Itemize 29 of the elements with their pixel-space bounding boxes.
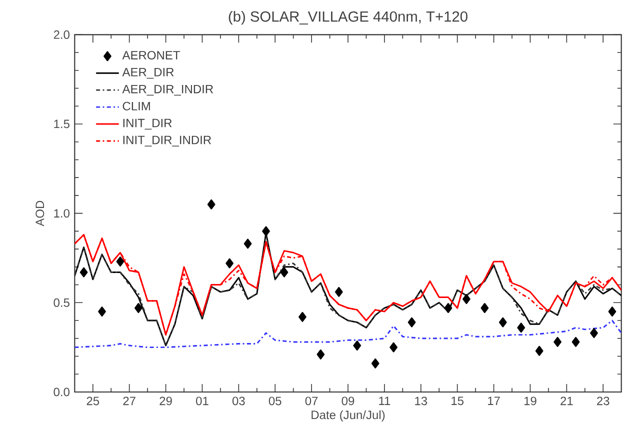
- legend-label: AER_DIR: [122, 68, 174, 79]
- x-tick-label: 09: [342, 396, 354, 406]
- legend-label: INIT_DIR_INDIR: [123, 136, 212, 146]
- x-tick-label: 05: [268, 396, 282, 406]
- x-tick-label: 03: [232, 396, 245, 406]
- x-tick-label: 27: [123, 396, 136, 406]
- x-axis-title: Date (Jun/Jul): [312, 410, 385, 422]
- y-tick-label: 1.0: [54, 209, 70, 218]
- x-tick-label: 01: [196, 396, 208, 406]
- x-tick-label: 15: [452, 396, 464, 406]
- chart-title: (b) SOLAR_VILLAGE 440nm, T+120: [228, 10, 468, 25]
- legend-label: CLIM: [122, 102, 150, 110]
- x-tick-label: 13: [415, 396, 428, 406]
- legend-label: AER_DIR_INDIR: [122, 84, 214, 96]
- legend-label: AERONET: [122, 50, 180, 60]
- y-tick-label: 0.0: [54, 388, 70, 396]
- x-tick-label: 25: [86, 396, 100, 406]
- y-axis-title: AOD: [36, 200, 44, 226]
- legend-label: INIT_DIR: [123, 118, 172, 130]
- y-tick-label: 0.5: [54, 298, 70, 307]
- x-tick-label: 29: [160, 396, 172, 406]
- x-tick-label: 17: [488, 396, 500, 405]
- x-tick-label: 07: [305, 396, 318, 406]
- x-tick-label: 19: [524, 396, 536, 406]
- y-tick-label: 1.5: [54, 120, 70, 128]
- x-tick-label: 11: [379, 396, 390, 405]
- y-tick-label: 2.0: [54, 30, 70, 39]
- x-tick-label: 23: [597, 396, 610, 406]
- x-tick-label: 21: [560, 396, 573, 406]
